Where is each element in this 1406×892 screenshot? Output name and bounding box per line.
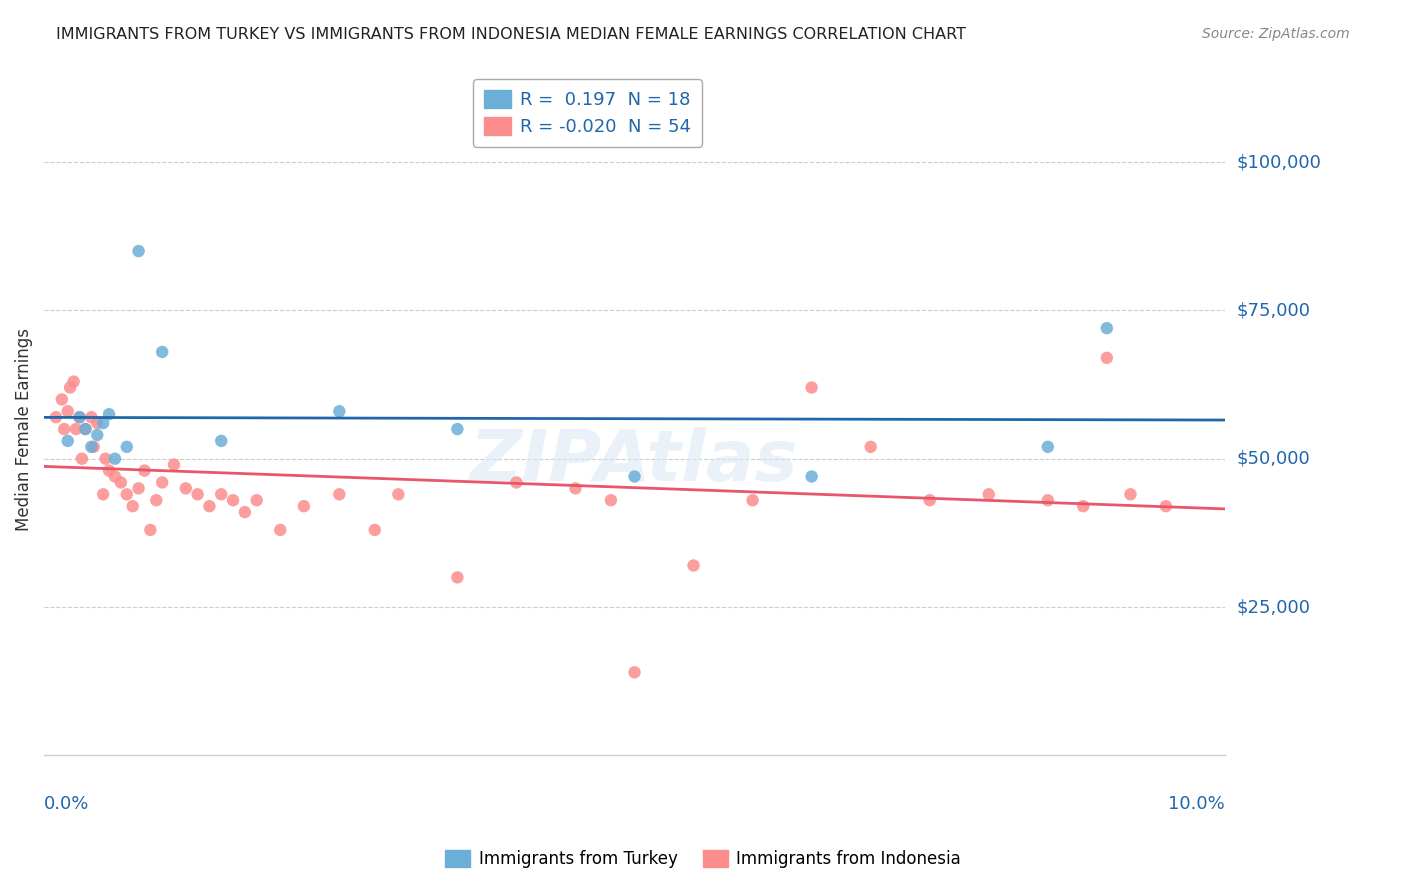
- Point: [150, 345, 173, 359]
- Point: [80, 440, 103, 454]
- Point: [56, 404, 79, 418]
- Point: [623, 469, 645, 483]
- Point: [1036, 493, 1059, 508]
- Point: [115, 487, 138, 501]
- Point: [86, 428, 108, 442]
- Point: [918, 493, 941, 508]
- Point: [800, 469, 823, 483]
- Text: $50,000: $50,000: [1237, 450, 1310, 467]
- Text: $25,000: $25,000: [1237, 598, 1310, 616]
- Point: [75, 422, 97, 436]
- Point: [51, 392, 73, 407]
- Point: [364, 523, 387, 537]
- Point: [446, 422, 468, 436]
- Point: [128, 482, 150, 496]
- Point: [69, 410, 91, 425]
- Point: [139, 523, 162, 537]
- Point: [65, 422, 87, 436]
- Point: [150, 475, 173, 490]
- Point: [564, 482, 586, 496]
- Point: [387, 487, 409, 501]
- Point: [233, 505, 256, 519]
- Text: IMMIGRANTS FROM TURKEY VS IMMIGRANTS FROM INDONESIA MEDIAN FEMALE EARNINGS CORRE: IMMIGRANTS FROM TURKEY VS IMMIGRANTS FRO…: [56, 27, 966, 42]
- Point: [1119, 487, 1142, 501]
- Text: ZIPAtlas: ZIPAtlas: [470, 427, 799, 496]
- Point: [1095, 321, 1118, 335]
- Point: [187, 487, 209, 501]
- Point: [682, 558, 704, 573]
- Point: [75, 422, 97, 436]
- Y-axis label: Median Female Earnings: Median Female Earnings: [15, 327, 32, 531]
- Point: [1095, 351, 1118, 365]
- Point: [328, 487, 350, 501]
- Point: [115, 440, 138, 454]
- Point: [83, 440, 105, 454]
- Legend: R =  0.197  N = 18, R = -0.020  N = 54: R = 0.197 N = 18, R = -0.020 N = 54: [472, 79, 702, 147]
- Point: [98, 407, 121, 421]
- Point: [145, 493, 167, 508]
- Point: [1036, 440, 1059, 454]
- Point: [269, 523, 291, 537]
- Text: $100,000: $100,000: [1237, 153, 1322, 171]
- Point: [104, 451, 127, 466]
- Text: 10.0%: 10.0%: [1168, 795, 1225, 813]
- Point: [174, 482, 197, 496]
- Point: [741, 493, 763, 508]
- Point: [977, 487, 1000, 501]
- Point: [209, 434, 232, 448]
- Point: [104, 469, 127, 483]
- Point: [59, 380, 82, 394]
- Point: [91, 487, 114, 501]
- Text: $75,000: $75,000: [1237, 301, 1310, 319]
- Point: [1154, 499, 1177, 513]
- Text: 0.0%: 0.0%: [44, 795, 90, 813]
- Point: [328, 404, 350, 418]
- Point: [800, 380, 823, 394]
- Point: [110, 475, 132, 490]
- Point: [134, 464, 156, 478]
- Point: [222, 493, 245, 508]
- Point: [446, 570, 468, 584]
- Point: [1071, 499, 1094, 513]
- Point: [98, 464, 121, 478]
- Point: [94, 451, 117, 466]
- Point: [86, 416, 108, 430]
- Point: [505, 475, 527, 490]
- Legend: Immigrants from Turkey, Immigrants from Indonesia: Immigrants from Turkey, Immigrants from …: [439, 843, 967, 875]
- Point: [45, 410, 67, 425]
- Point: [70, 451, 93, 466]
- Point: [859, 440, 882, 454]
- Point: [623, 665, 645, 680]
- Point: [198, 499, 221, 513]
- Point: [62, 375, 84, 389]
- Point: [128, 244, 150, 258]
- Point: [121, 499, 143, 513]
- Point: [91, 416, 114, 430]
- Point: [53, 422, 76, 436]
- Point: [246, 493, 269, 508]
- Text: Source: ZipAtlas.com: Source: ZipAtlas.com: [1202, 27, 1350, 41]
- Point: [69, 410, 91, 425]
- Point: [163, 458, 186, 472]
- Point: [209, 487, 232, 501]
- Point: [292, 499, 315, 513]
- Point: [56, 434, 79, 448]
- Point: [599, 493, 621, 508]
- Point: [80, 410, 103, 425]
